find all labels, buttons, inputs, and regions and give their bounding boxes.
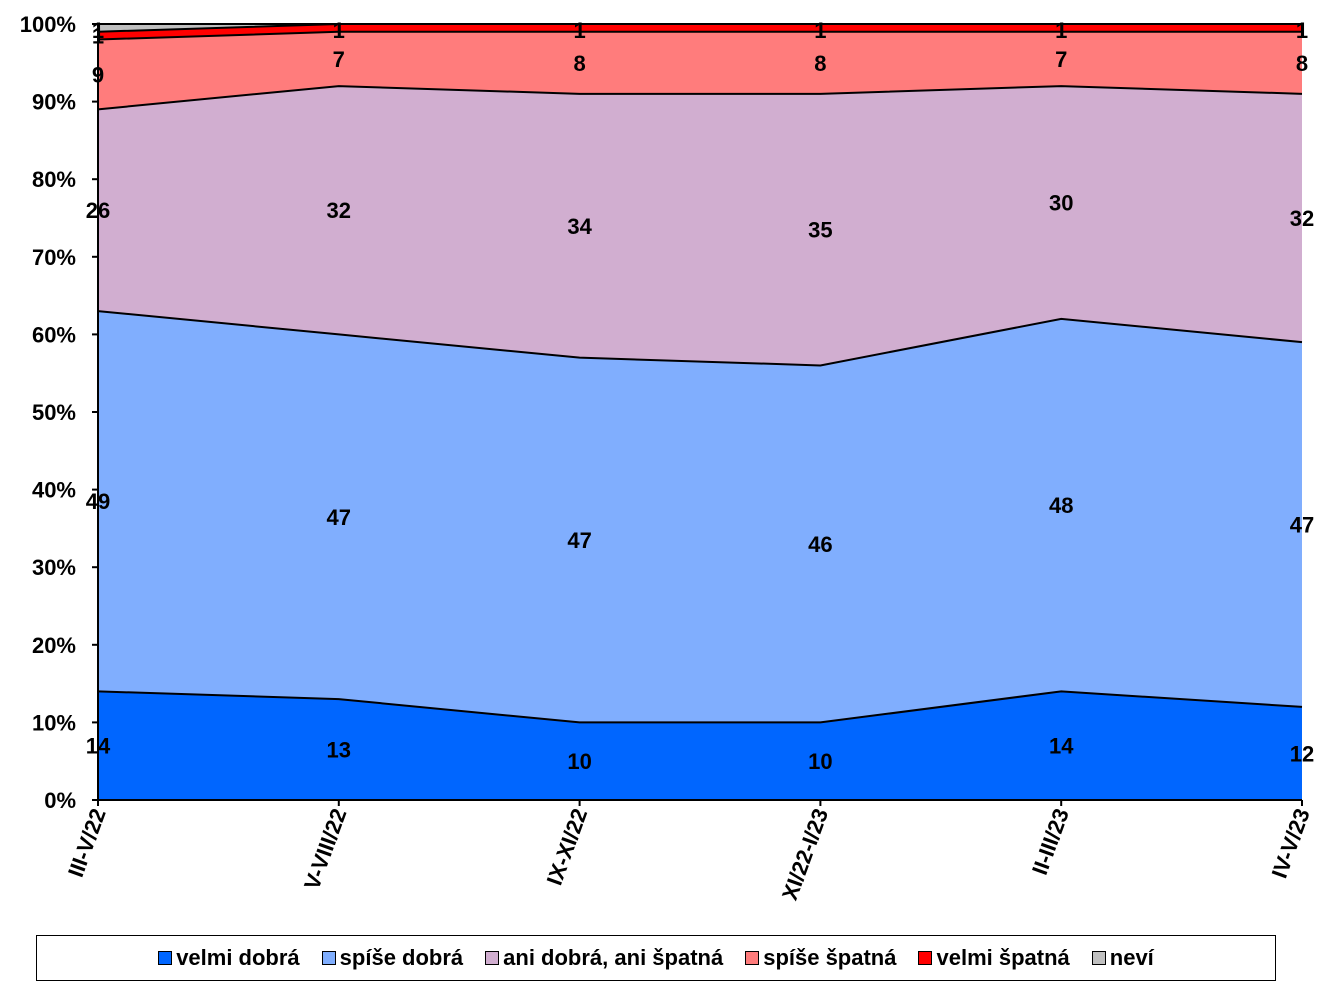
data-label-ani-dobra-ani-spatna: 35 xyxy=(808,218,832,243)
legend-label: spíše špatná xyxy=(763,945,897,970)
legend-item-velmi-dobra: velmi dobrá xyxy=(158,945,300,971)
series-line-spise-dobra xyxy=(97,310,1303,367)
data-label-velmi-dobra: 14 xyxy=(86,734,111,759)
area-layers xyxy=(97,23,1303,800)
series-line-ani-dobra-ani-spatna xyxy=(97,85,1303,111)
area-spise-dobra xyxy=(98,311,1302,723)
y-tick-label: 0% xyxy=(44,788,76,813)
y-tick-label: 70% xyxy=(32,245,76,270)
data-label-spise-spatna: 8 xyxy=(814,51,826,76)
y-tick-label: 90% xyxy=(32,90,76,115)
y-tick-label: 40% xyxy=(32,478,76,503)
data-label-velmi-spatna: 1 xyxy=(333,18,345,43)
data-label-velmi-spatna: 1 xyxy=(1296,18,1308,43)
data-label-velmi-spatna: 1 xyxy=(92,24,104,49)
y-tick-label: 10% xyxy=(32,710,76,735)
data-label-velmi-dobra: 12 xyxy=(1290,741,1314,766)
y-tick-label: 60% xyxy=(32,322,76,347)
data-label-spise-spatna: 8 xyxy=(573,51,585,76)
legend-swatch xyxy=(485,951,500,965)
legend-swatch xyxy=(321,951,336,965)
legend-label: velmi špatná xyxy=(936,945,1070,970)
data-label-spise-dobra: 49 xyxy=(86,489,110,514)
data-label-velmi-dobra: 13 xyxy=(327,738,351,763)
area-velmi-dobra xyxy=(98,691,1302,800)
data-label-spise-dobra: 46 xyxy=(808,532,832,557)
y-tick-label: 80% xyxy=(32,167,76,192)
data-label-spise-spatna: 7 xyxy=(1055,47,1067,72)
x-tick-label: IX-XI/22 xyxy=(542,805,593,888)
legend-swatch xyxy=(918,951,933,965)
legend-label: velmi dobrá xyxy=(176,945,300,970)
legend-label: neví xyxy=(1109,945,1154,970)
y-tick-label: 30% xyxy=(32,555,76,580)
x-tick-label: XI/22-I/23 xyxy=(777,805,833,903)
data-label-spise-spatna: 8 xyxy=(1296,51,1308,76)
legend-item-spise-dobra: spíše dobrá xyxy=(321,945,464,971)
data-label-spise-dobra: 47 xyxy=(1290,513,1314,538)
legend: velmi dobrá spíše dobrá ani dobrá, ani špa… xyxy=(36,935,1276,981)
data-label-spise-dobra: 47 xyxy=(567,528,591,553)
data-label-ani-dobra-ani-spatna: 34 xyxy=(567,214,592,239)
x-tick-label: II-III/23 xyxy=(1027,805,1074,878)
data-label-ani-dobra-ani-spatna: 32 xyxy=(327,198,351,223)
series-line-spise-spatna xyxy=(97,30,1302,41)
data-label-velmi-dobra: 10 xyxy=(808,749,832,774)
data-label-spise-spatna: 7 xyxy=(333,47,345,72)
legend-item-ani-dobra-ani-spatna: ani dobrá, ani špatná xyxy=(485,945,723,971)
area-spise-spatna xyxy=(98,31,1302,110)
legend-item-spise-spatna: spíše špatná xyxy=(745,945,896,971)
data-label-velmi-spatna: 1 xyxy=(814,18,826,43)
data-label-velmi-dobra: 10 xyxy=(567,749,591,774)
data-label-ani-dobra-ani-spatna: 26 xyxy=(86,198,110,223)
data-label-spise-dobra: 47 xyxy=(327,505,351,530)
y-tick-label: 20% xyxy=(32,633,76,658)
data-label-velmi-dobra: 14 xyxy=(1049,734,1074,759)
y-tick-label: 100% xyxy=(20,12,76,37)
data-label-ani-dobra-ani-spatna: 32 xyxy=(1290,206,1314,231)
data-label-velmi-spatna: 1 xyxy=(573,18,585,43)
data-label-velmi-spatna: 1 xyxy=(1055,18,1067,43)
legend-label: spíše dobrá xyxy=(339,945,464,970)
legend-item-velmi-spatna: velmi špatná xyxy=(918,945,1070,971)
legend-label: ani dobrá, ani špatná xyxy=(503,945,724,970)
data-label-nevi: 1 xyxy=(92,18,104,43)
data-labels: 14 13 10 10 14 12 49 47 47 46 48 47 26 32 34 35 30 32 9 7 8 8… xyxy=(86,18,1314,774)
x-tick-label: III-V/22 xyxy=(63,805,111,880)
y-tick-label: 50% xyxy=(32,400,76,425)
legend-swatch xyxy=(158,951,173,965)
data-label-spise-spatna: 9 xyxy=(92,62,104,87)
area-ani-dobra-ani-spatna xyxy=(98,86,1302,366)
legend-swatch xyxy=(745,951,760,965)
legend-swatch xyxy=(1091,951,1106,965)
axes: 0% 10% 20% 30% 40% 50% 60% 70% 80% 90% 100% III-V/2… xyxy=(20,12,1315,903)
data-label-spise-dobra: 48 xyxy=(1049,493,1073,518)
data-label-ani-dobra-ani-spatna: 30 xyxy=(1049,190,1073,215)
legend-item-nevi: neví xyxy=(1091,945,1154,971)
series-line-velmi-dobra xyxy=(97,690,1303,724)
x-tick-label: IV-V/23 xyxy=(1267,805,1315,881)
x-tick-label: V-VIII/22 xyxy=(299,805,351,893)
